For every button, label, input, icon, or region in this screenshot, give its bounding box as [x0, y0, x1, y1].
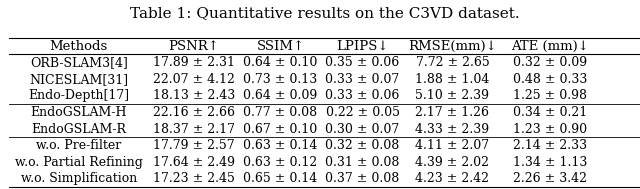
Text: 0.73 ± 0.13: 0.73 ± 0.13 [243, 73, 317, 86]
Text: 0.77 ± 0.08: 0.77 ± 0.08 [243, 106, 317, 119]
Text: SSIM↑: SSIM↑ [257, 40, 305, 53]
Text: ORB-SLAM3[4]: ORB-SLAM3[4] [30, 56, 128, 69]
Text: 1.34 ± 1.13: 1.34 ± 1.13 [513, 156, 588, 169]
Text: 1.25 ± 0.98: 1.25 ± 0.98 [513, 89, 587, 102]
Text: 22.16 ± 2.66: 22.16 ± 2.66 [153, 106, 235, 119]
Text: 0.22 ± 0.05: 0.22 ± 0.05 [326, 106, 399, 119]
Text: 0.32 ± 0.09: 0.32 ± 0.09 [513, 56, 587, 69]
Text: 2.14 ± 2.33: 2.14 ± 2.33 [513, 139, 587, 152]
Text: 0.30 ± 0.07: 0.30 ± 0.07 [325, 122, 399, 136]
Text: 0.31 ± 0.08: 0.31 ± 0.08 [325, 156, 400, 169]
Text: 17.79 ± 2.57: 17.79 ± 2.57 [153, 139, 235, 152]
Text: 17.64 ± 2.49: 17.64 ± 2.49 [153, 156, 235, 169]
Text: 0.63 ± 0.12: 0.63 ± 0.12 [243, 156, 317, 169]
Text: w.o. Partial Refining: w.o. Partial Refining [15, 156, 143, 169]
Text: LPIPS↓: LPIPS↓ [336, 40, 388, 53]
Text: 0.48 ± 0.33: 0.48 ± 0.33 [513, 73, 588, 86]
Text: 17.23 ± 2.45: 17.23 ± 2.45 [153, 172, 235, 185]
Text: 0.64 ± 0.09: 0.64 ± 0.09 [243, 89, 317, 102]
Text: 0.65 ± 0.14: 0.65 ± 0.14 [243, 172, 317, 185]
Text: 7.72 ± 2.65: 7.72 ± 2.65 [415, 56, 489, 69]
Text: 1.88 ± 1.04: 1.88 ± 1.04 [415, 73, 490, 86]
Text: 0.37 ± 0.08: 0.37 ± 0.08 [325, 172, 399, 185]
Text: NICESLAM[31]: NICESLAM[31] [29, 73, 128, 86]
Text: Methods: Methods [50, 40, 108, 53]
Text: 0.33 ± 0.07: 0.33 ± 0.07 [325, 73, 399, 86]
Text: w.o. Simplification: w.o. Simplification [20, 172, 137, 185]
Text: 5.10 ± 2.39: 5.10 ± 2.39 [415, 89, 490, 102]
Text: 0.33 ± 0.06: 0.33 ± 0.06 [325, 89, 400, 102]
Text: 18.13 ± 2.43: 18.13 ± 2.43 [153, 89, 235, 102]
Text: RMSE(mm)↓: RMSE(mm)↓ [408, 40, 497, 53]
Text: ATE (mm)↓: ATE (mm)↓ [511, 40, 589, 53]
Text: Table 1: Quantitative results on the C3VD dataset.: Table 1: Quantitative results on the C3V… [130, 6, 520, 20]
Text: 2.17 ± 1.26: 2.17 ± 1.26 [415, 106, 490, 119]
Text: 4.23 ± 2.42: 4.23 ± 2.42 [415, 172, 490, 185]
Text: 0.35 ± 0.06: 0.35 ± 0.06 [325, 56, 399, 69]
Text: 22.07 ± 4.12: 22.07 ± 4.12 [153, 73, 235, 86]
Text: w.o. Pre-filter: w.o. Pre-filter [36, 139, 122, 152]
Text: 4.33 ± 2.39: 4.33 ± 2.39 [415, 122, 490, 136]
Text: 2.26 ± 3.42: 2.26 ± 3.42 [513, 172, 587, 185]
Text: 0.67 ± 0.10: 0.67 ± 0.10 [243, 122, 317, 136]
Text: 0.32 ± 0.08: 0.32 ± 0.08 [325, 139, 399, 152]
Text: EndoGSLAM-H: EndoGSLAM-H [31, 106, 127, 119]
Text: PSNR↑: PSNR↑ [168, 40, 220, 53]
Text: 0.34 ± 0.21: 0.34 ± 0.21 [513, 106, 588, 119]
Text: 1.23 ± 0.90: 1.23 ± 0.90 [513, 122, 587, 136]
Text: 0.64 ± 0.10: 0.64 ± 0.10 [243, 56, 317, 69]
Text: 0.63 ± 0.14: 0.63 ± 0.14 [243, 139, 317, 152]
Text: 4.11 ± 2.07: 4.11 ± 2.07 [415, 139, 490, 152]
Text: 17.89 ± 2.31: 17.89 ± 2.31 [153, 56, 235, 69]
Text: Endo-Depth[17]: Endo-Depth[17] [28, 89, 129, 102]
Text: 4.39 ± 2.02: 4.39 ± 2.02 [415, 156, 490, 169]
Text: 18.37 ± 2.17: 18.37 ± 2.17 [153, 122, 235, 136]
Text: EndoGSLAM-R: EndoGSLAM-R [31, 122, 126, 136]
